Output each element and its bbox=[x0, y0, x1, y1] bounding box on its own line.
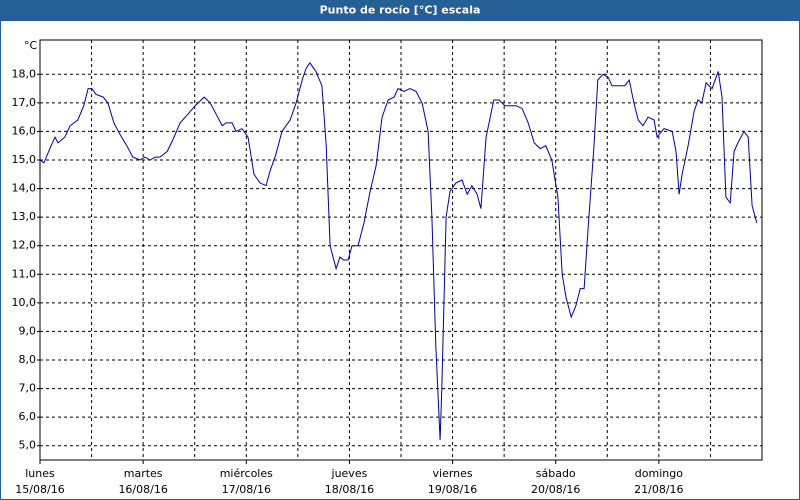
x-tick-date: 18/08/16 bbox=[325, 483, 374, 496]
y-tick-label: 9,0 bbox=[19, 324, 37, 337]
x-tick-date: 16/08/16 bbox=[118, 483, 167, 496]
x-tick-date: 21/08/16 bbox=[634, 483, 683, 496]
y-tick-label: 17,0 bbox=[12, 96, 37, 109]
x-tick-label: lunes bbox=[25, 467, 55, 480]
y-tick-label: 16,0 bbox=[12, 124, 37, 137]
x-tick-date: 17/08/16 bbox=[222, 483, 271, 496]
y-tick-label: 10,0 bbox=[12, 296, 37, 309]
y-unit: °C bbox=[24, 39, 38, 52]
x-tick-label: viernes bbox=[433, 467, 473, 480]
plot-frame bbox=[39, 39, 763, 461]
x-tick-label: sábado bbox=[536, 467, 576, 480]
y-tick-label: 14,0 bbox=[12, 182, 37, 195]
y-tick-label: 8,0 bbox=[19, 353, 37, 366]
y-tick-label: 18,0 bbox=[12, 67, 37, 80]
chart-title: Punto de rocío [°C] escala bbox=[320, 4, 481, 17]
y-tick-label: 6,0 bbox=[19, 410, 37, 423]
y-tick-label: 13,0 bbox=[12, 210, 37, 223]
x-tick-label: jueves bbox=[331, 467, 368, 480]
x-tick-date: 19/08/16 bbox=[428, 483, 477, 496]
y-tick-label: 7,0 bbox=[19, 382, 37, 395]
x-tick-label: miércoles bbox=[220, 467, 273, 480]
y-tick-label: 15,0 bbox=[12, 153, 37, 166]
x-tick-date: 20/08/16 bbox=[531, 483, 580, 496]
y-tick-label: 12,0 bbox=[12, 239, 37, 252]
title-bar bbox=[0, 0, 800, 20]
x-tick-label: domingo bbox=[635, 467, 683, 480]
y-tick-label: 5,0 bbox=[19, 439, 37, 452]
x-tick-date: 15/08/16 bbox=[15, 483, 64, 496]
x-tick-label: martes bbox=[124, 467, 163, 480]
line bbox=[39, 62, 758, 441]
y-tick-label: 11,0 bbox=[12, 267, 37, 280]
